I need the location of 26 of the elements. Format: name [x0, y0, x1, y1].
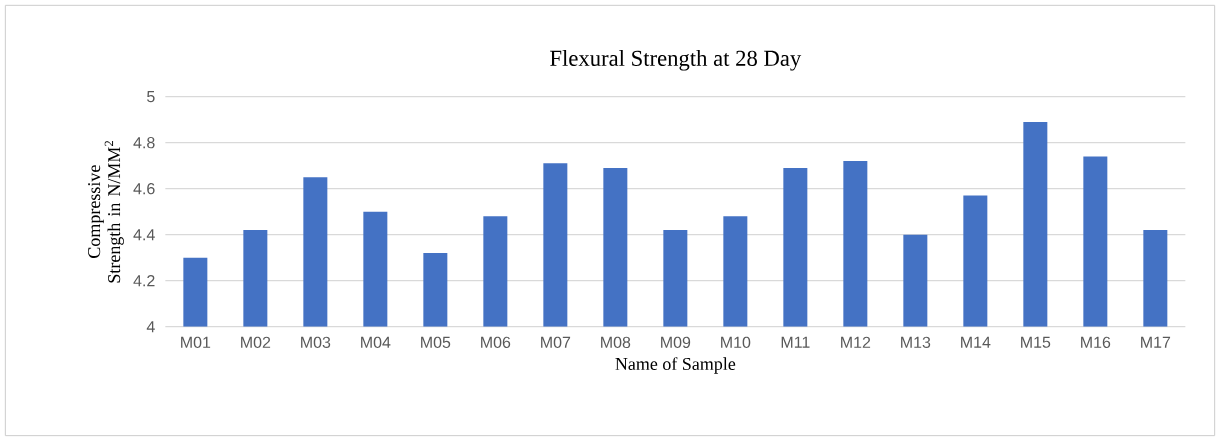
x-tick-label: M08 [601, 336, 631, 349]
x-tick-label: M10 [721, 336, 751, 349]
x-axis-title: Name of Sample [615, 357, 736, 374]
y-tick-label: 5 [147, 91, 155, 103]
y-tick-label: 4.2 [133, 275, 155, 287]
y-tick-label: 4.4 [133, 229, 155, 241]
x-tick-label: M17 [1141, 336, 1171, 348]
x-tick-label: M12 [841, 336, 871, 348]
x-tick-label: M01 [181, 336, 211, 349]
x-tick-label: M11 [781, 336, 810, 348]
chart-title: Flexural Strength at 28 Day [550, 50, 802, 71]
x-tick-label: M15 [1021, 336, 1051, 348]
x-tick-label: M09 [661, 336, 691, 349]
y-axis-title: Compressive Strength in N/MM$^{2}$ [88, 141, 124, 283]
y-tick-label: 4.8 [133, 137, 155, 149]
x-tick-label: M16 [1081, 336, 1111, 349]
y-tick-label: 4.6 [133, 183, 155, 195]
x-tick-label: M03 [301, 336, 331, 349]
x-tick-label: M07 [541, 336, 571, 349]
x-tick-label: M06 [481, 336, 511, 349]
x-tick-label: M13 [901, 336, 931, 349]
x-tick-label: M05 [421, 336, 451, 349]
x-tick-label: M04 [361, 336, 391, 349]
x-tick-label: M14 [961, 336, 991, 348]
x-tick-label: M02 [241, 336, 271, 349]
y-tick-label: 4 [146, 321, 155, 333]
